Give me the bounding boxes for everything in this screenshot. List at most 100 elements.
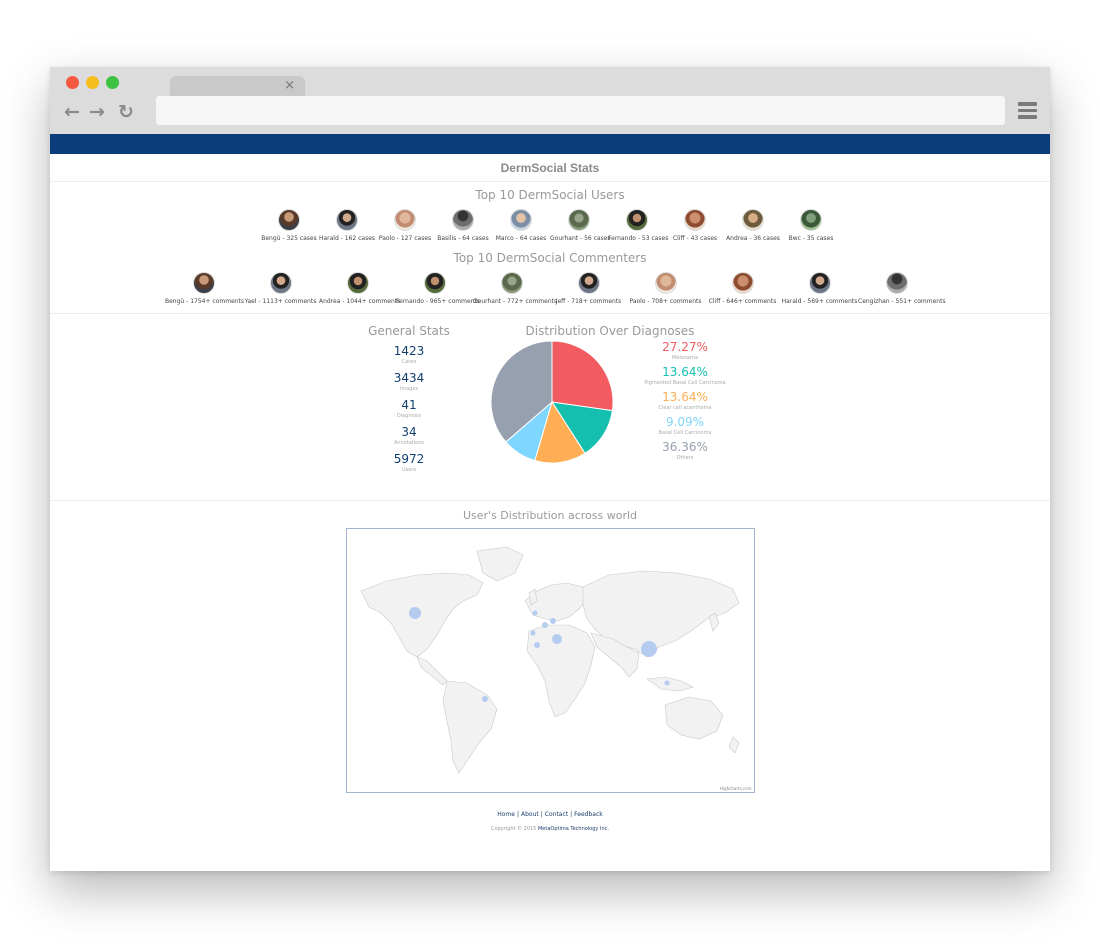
map-bubble-uk (532, 610, 537, 616)
person-label[interactable]: Gourhant - 772+ comments (473, 298, 558, 305)
user-card[interactable]: Bengü - 325 cases (260, 209, 318, 242)
avatar[interactable] (808, 272, 831, 294)
user-card[interactable]: Paolo - 127 cases (376, 209, 434, 242)
commenter-card[interactable]: Jeff - 718+ comments (550, 272, 627, 305)
commenter-card[interactable]: Harald - 569+ comments (781, 272, 858, 305)
avatar[interactable] (800, 209, 822, 231)
avatar[interactable] (500, 272, 523, 294)
avatar[interactable] (278, 209, 300, 231)
legend-label: Pigmented Basal Cell Carcinoma (644, 380, 726, 386)
person-label[interactable]: Paolo - 708+ comments (629, 298, 702, 305)
person-label[interactable]: Fernando - 965+ comments (396, 298, 480, 305)
stats-section: General Stats 1423 Cases 3434 Images 41 Diagn… (50, 314, 1050, 500)
avatar[interactable] (336, 209, 358, 231)
commenter-card[interactable]: Andrea - 1044+ comments (319, 272, 401, 305)
person-label[interactable]: Harald - 162 cases (318, 235, 376, 242)
user-card[interactable]: Gourhant - 56 cases (550, 209, 611, 242)
avatar[interactable] (684, 209, 706, 231)
top-commenters-title: Top 10 DermSocial Commenters (453, 251, 647, 265)
avatar[interactable] (192, 272, 215, 294)
stat-value: 34 (401, 425, 417, 439)
avatar[interactable] (731, 272, 754, 294)
forward-arrow-icon[interactable]: → (89, 101, 105, 123)
avatar[interactable] (394, 209, 416, 231)
legend-item: 27.27% Melonama (635, 340, 735, 361)
general-stats-list: 1423 Cases 3434 Images 41 Diagnosis 34 Annotati… (360, 344, 458, 473)
user-card[interactable]: Harald - 162 cases (318, 209, 376, 242)
commenter-card[interactable]: Cengizhan - 551+ comments (858, 272, 946, 305)
avatar[interactable] (577, 272, 600, 294)
avatar[interactable] (510, 209, 532, 231)
person-label[interactable]: Basilis - 64 cases (437, 235, 489, 242)
avatar[interactable] (269, 272, 292, 294)
person-label[interactable]: Andrea - 1044+ comments (319, 298, 401, 305)
person-label[interactable]: Cliff - 43 cases (672, 235, 718, 242)
commenter-card[interactable]: Fernando - 965+ comments (396, 272, 480, 305)
user-card[interactable]: Bwc - 35 cases (782, 209, 840, 242)
company-link[interactable]: MetaOptima Technology Inc. (537, 826, 609, 832)
south-asia-shape (589, 632, 639, 678)
footer-link-feedback[interactable]: Feedback (574, 811, 603, 818)
close-window-button[interactable] (66, 76, 79, 89)
commenter-card[interactable]: Bengü - 1754+ comments (165, 272, 245, 305)
back-arrow-icon[interactable]: ← (64, 101, 80, 123)
world-map[interactable]: Highcharts.com (345, 528, 755, 793)
commenter-card[interactable]: Paolo - 708+ comments (627, 272, 704, 305)
pie-slice-pigmented-basal-cell-carcinoma[interactable] (550, 401, 613, 455)
browser-tab[interactable]: × (170, 76, 305, 98)
person-label[interactable]: Gourhant - 56 cases (550, 235, 611, 242)
avatar[interactable] (346, 272, 369, 294)
legend-label: Others (676, 455, 694, 461)
user-card[interactable]: Fernando - 53 cases (608, 209, 669, 242)
avatar[interactable] (654, 272, 677, 294)
address-bar[interactable] (156, 96, 1005, 125)
legend-item: 13.64% Pigmented Basal Cell Carcinoma (635, 365, 735, 386)
avatar[interactable] (423, 272, 446, 294)
avatar[interactable] (885, 272, 908, 294)
footer-link-about[interactable]: About (521, 811, 539, 818)
minimize-window-button[interactable] (86, 76, 99, 89)
pie-slice-others[interactable] (490, 340, 553, 443)
reload-icon[interactable]: ↻ (118, 101, 134, 123)
person-label[interactable]: Cliff - 646+ comments (708, 298, 777, 305)
asia-shape (582, 570, 739, 658)
commenter-card[interactable]: Cliff - 646+ comments (704, 272, 781, 305)
user-card[interactable]: Basilis - 64 cases (434, 209, 492, 242)
user-card[interactable]: Andrea - 36 cases (724, 209, 782, 242)
person-label[interactable]: Cengizhan - 551+ comments (858, 298, 946, 305)
map-credit[interactable]: Highcharts.com (720, 786, 752, 791)
user-card[interactable]: Cliff - 43 cases (666, 209, 724, 242)
avatar[interactable] (568, 209, 590, 231)
person-label[interactable]: Marco - 64 cases (495, 235, 547, 242)
person-label[interactable]: Fernando - 53 cases (608, 235, 669, 242)
person-label[interactable]: Paolo - 127 cases (378, 235, 432, 242)
person-label[interactable]: Harald - 569+ comments (781, 298, 858, 305)
person-label[interactable]: Andrea - 36 cases (726, 235, 780, 242)
person-label[interactable]: Bwc - 35 cases (788, 235, 834, 242)
footer-separator: | (570, 811, 573, 818)
legend-item: 13.64% Clear cell acanthoma (635, 390, 735, 411)
map-bubble-turkey (551, 634, 562, 644)
legend-percent: 13.64% (662, 365, 708, 379)
maximize-window-button[interactable] (106, 76, 119, 89)
pie-slice-clear-cell-acanthoma[interactable] (534, 400, 586, 464)
avatar[interactable] (742, 209, 764, 231)
stat-value: 41 (401, 398, 417, 412)
pie-slice-melonama[interactable] (551, 340, 614, 412)
copyright: Copyright © 2015 MetaOptima Technology I… (491, 826, 609, 832)
person-label[interactable]: Bengü - 325 cases (261, 235, 317, 242)
browser-menu-icon[interactable] (1018, 102, 1037, 119)
person-label[interactable]: Jeff - 718+ comments (555, 298, 622, 305)
avatar[interactable] (452, 209, 474, 231)
footer-link-home[interactable]: Home (497, 811, 515, 818)
commenter-card[interactable]: Gourhant - 772+ comments (473, 272, 558, 305)
avatar[interactable] (626, 209, 648, 231)
japan-shape (708, 612, 719, 632)
footer-separator: | (540, 811, 543, 818)
person-label[interactable]: Bengü - 1754+ comments (165, 298, 245, 305)
user-card[interactable]: Marco - 64 cases (492, 209, 550, 242)
commenter-card[interactable]: Yael - 1113+ comments (242, 272, 319, 305)
tab-close-icon[interactable]: × (284, 78, 295, 93)
person-label[interactable]: Yael - 1113+ comments (244, 298, 317, 305)
footer-link-contact[interactable]: Contact (544, 811, 569, 818)
